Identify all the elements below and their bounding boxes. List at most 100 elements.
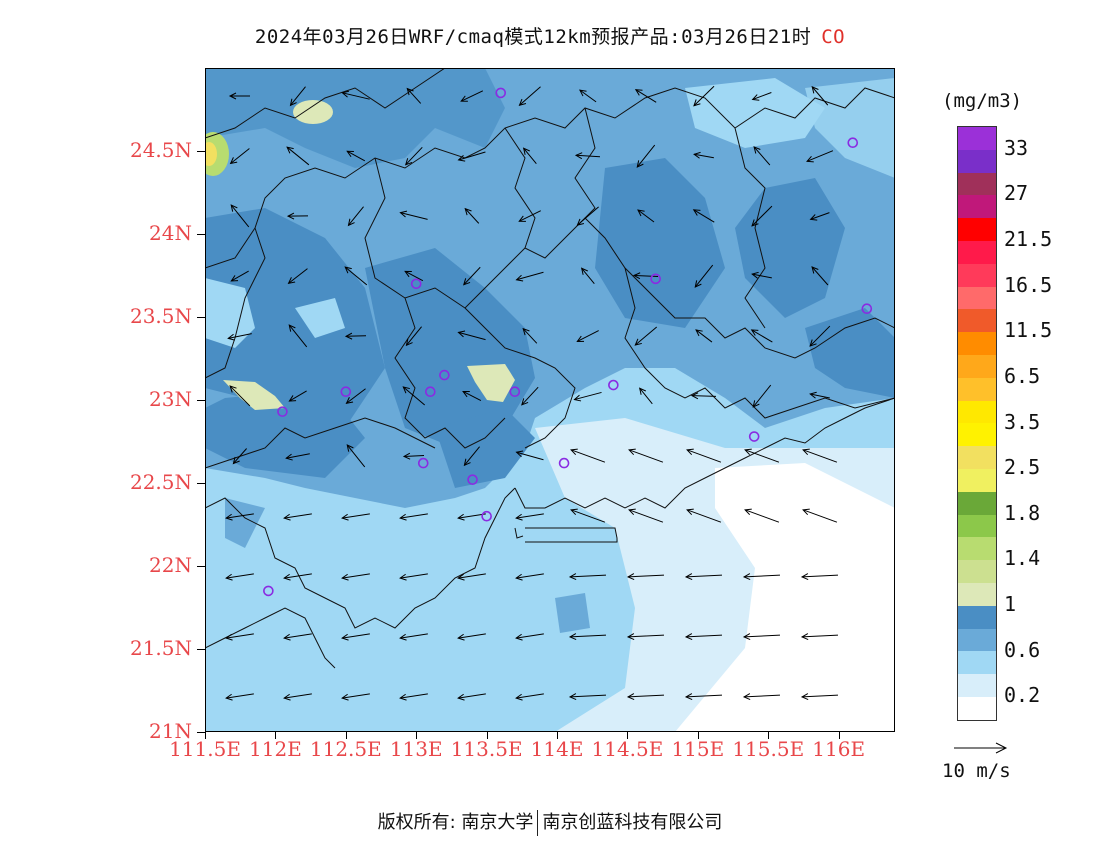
station-marker[interactable] [417, 457, 429, 469]
wind-arrow [283, 633, 312, 641]
legend-label: 21.5 [1004, 227, 1053, 252]
lon-label: 113.5E [450, 737, 523, 761]
lat-label: 21N [149, 719, 192, 743]
station-marker[interactable] [481, 510, 492, 522]
legend-swatch [958, 605, 996, 629]
wind-arrow [404, 270, 424, 282]
title-text: 2024年03月26日WRF/cmaq模式12km预报产品:03月26日21时 [254, 26, 812, 48]
lon-label: 114E [530, 737, 584, 761]
wind-arrow [404, 146, 423, 166]
wind-arrow [574, 152, 601, 160]
legend-swatch [958, 514, 996, 538]
wind-arrow [802, 508, 838, 523]
legend-swatch [958, 423, 996, 447]
wind-arrow [462, 390, 482, 401]
wind-arrow [811, 86, 829, 106]
legend-swatch [958, 332, 996, 355]
wind-arrow [227, 333, 252, 341]
lon-label: 116E [812, 737, 866, 761]
legend-label: 2.5 [1004, 455, 1041, 480]
wind-arrow [515, 271, 544, 282]
wind-arrow [800, 633, 839, 641]
legend-swatch [958, 628, 996, 652]
wind-arrow [751, 92, 772, 101]
lat-label: 21.5N [129, 636, 192, 660]
station-marker[interactable] [340, 386, 352, 398]
wind-arrow [344, 332, 367, 340]
wind-arrow [573, 391, 602, 402]
legend-swatch [958, 218, 996, 241]
legend-label: 1.4 [1004, 546, 1041, 571]
lat-label: 24.5N [129, 138, 192, 162]
station-marker[interactable] [509, 386, 521, 398]
lat-tick [197, 151, 205, 152]
station-marker[interactable] [558, 457, 570, 469]
station-marker[interactable] [439, 369, 450, 381]
station-marker[interactable] [495, 87, 507, 99]
station-marker[interactable] [861, 303, 873, 314]
legend-swatch [958, 354, 996, 378]
lon-tick [697, 732, 699, 739]
wind-arrow [809, 391, 830, 399]
copyright-text: 版权所有: 南京大学 [377, 812, 534, 833]
wind-arrow [457, 633, 486, 641]
lon-tick [275, 732, 277, 739]
lon-tick [205, 732, 206, 739]
station-marker[interactable] [410, 278, 422, 290]
lat-tick [197, 483, 205, 484]
legend-swatch [958, 696, 996, 720]
company-text: 南京创蓝科技有限公司 [542, 812, 723, 833]
lon-tick [416, 732, 418, 739]
station-marker[interactable] [650, 273, 661, 285]
legend-swatch [958, 651, 996, 675]
concentration-map [205, 68, 895, 732]
lat-tick [197, 400, 205, 401]
station-marker[interactable] [608, 379, 619, 391]
wind-arrow [228, 92, 250, 100]
station-marker[interactable] [277, 406, 288, 417]
lat-tick [197, 649, 205, 650]
legend-swatch [958, 195, 996, 219]
legend-label: 6.5 [1004, 363, 1041, 388]
lon-label: 112E [249, 737, 302, 761]
wind-arrow [626, 573, 665, 581]
legend-unit: (mg/m3) [942, 90, 1023, 112]
wind-arrow [568, 633, 607, 641]
station-marker[interactable] [748, 431, 760, 442]
legend-swatch [958, 240, 996, 264]
wind-arrow [634, 326, 658, 346]
wind-arrow [286, 212, 309, 220]
lon-label: 112.5E [309, 737, 382, 761]
wind-arrow [806, 150, 834, 163]
wind-arrow [402, 452, 425, 460]
station-marker[interactable] [263, 585, 274, 597]
lon-label: 114.5E [591, 737, 664, 761]
wind-arrow [463, 266, 481, 286]
legend-swatch [958, 149, 996, 173]
wind-arrow [515, 693, 544, 701]
legend-label: 33 [1004, 135, 1029, 160]
wind-arrow [742, 693, 781, 701]
wind-arrow [515, 450, 544, 461]
wind-arrow [286, 146, 310, 166]
lon-tick [557, 732, 559, 739]
wind-arrow [399, 573, 428, 581]
wind-arrow [752, 384, 772, 408]
color-legend [957, 126, 997, 721]
wind-arrow [570, 508, 606, 523]
legend-swatch [958, 286, 996, 310]
wind-arrow [399, 693, 428, 701]
species-label: CO [821, 26, 846, 48]
station-marker[interactable] [425, 386, 436, 398]
wind-arrow [692, 209, 715, 223]
wind-arrow [457, 693, 486, 701]
station-marker[interactable] [467, 474, 478, 485]
station-marker[interactable] [847, 137, 859, 148]
wind-arrow [225, 693, 254, 701]
wind-scale-label: 10 m/s [942, 760, 1011, 782]
wind-arrow [753, 146, 771, 166]
lon-label: 113E [389, 737, 443, 761]
lon-tick [486, 732, 488, 739]
wind-arrow [225, 573, 254, 581]
footer-separator [537, 810, 539, 836]
